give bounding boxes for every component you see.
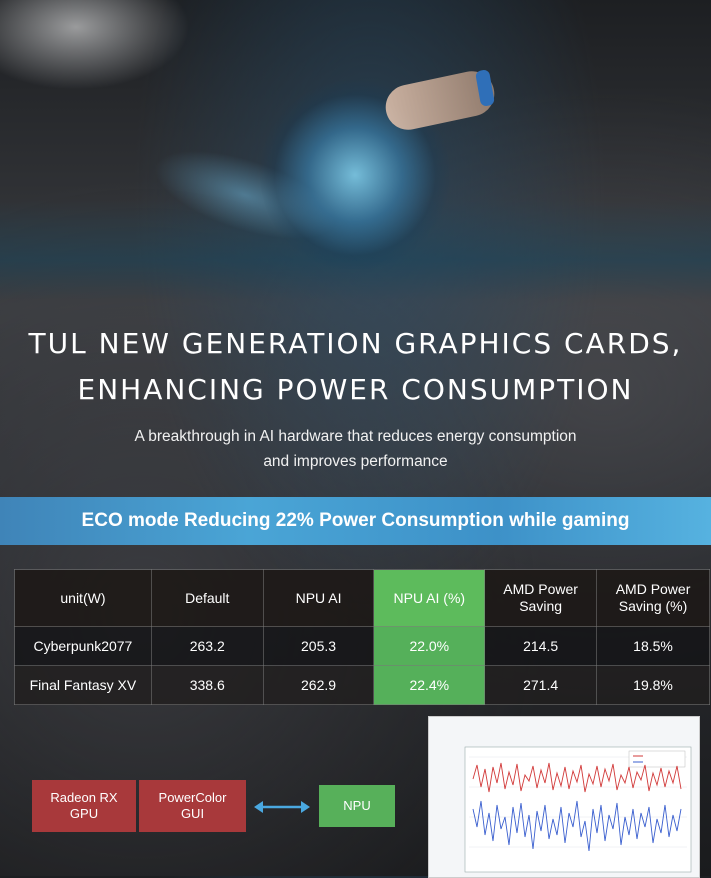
cell-npu-ai: 262.9 xyxy=(262,665,375,705)
header-amd-power-saving-percent-label: AMD Power Saving (%) xyxy=(615,581,691,614)
header-unit: unit(W) xyxy=(14,569,152,627)
subtitle-line-1: A breakthrough in AI hardware that reduc… xyxy=(134,428,577,445)
table-row: Cyberpunk2077 263.2 205.3 22.0% 214.5 18… xyxy=(14,626,710,666)
cell-npu-ai-percent: 22.4% xyxy=(373,665,486,705)
banner-text: ECO mode Reducing 22% Power Consumption … xyxy=(81,510,630,531)
cell-default: 263.2 xyxy=(150,626,264,666)
gui-label: PowerColor GUI xyxy=(158,790,227,821)
cell-amd-power-saving-percent: 19.8% xyxy=(596,665,710,705)
header-amd-power-saving: AMD Power Saving xyxy=(484,569,598,627)
header-default: Default xyxy=(150,569,264,627)
cell-game: Cyberpunk2077 xyxy=(14,626,152,666)
subtitle-line-2: and improves performance xyxy=(263,453,448,470)
cell-npu-ai-percent: 22.0% xyxy=(373,626,486,666)
power-trace-chart-image xyxy=(428,716,700,878)
headline-line-2: ENHANCING POWER CONSUMPTION xyxy=(77,373,634,406)
cell-amd-power-saving: 271.4 xyxy=(484,665,598,705)
light-glare xyxy=(0,0,190,90)
gpu-label: Radeon RX GPU xyxy=(50,790,118,821)
header-amd-power-saving-percent: AMD Power Saving (%) xyxy=(596,569,710,627)
gpu-box: Radeon RX GPU xyxy=(32,780,136,832)
cell-default: 338.6 xyxy=(150,665,264,705)
cell-game: Final Fantasy XV xyxy=(14,665,152,705)
eco-mode-banner: ECO mode Reducing 22% Power Consumption … xyxy=(0,497,711,545)
power-comparison-table: unit(W) Default NPU AI NPU AI (%) AMD Po… xyxy=(14,569,710,705)
double-arrow-icon xyxy=(254,801,310,813)
header-npu-ai-percent: NPU AI (%) xyxy=(373,569,486,627)
npu-box: NPU xyxy=(319,785,395,827)
cell-amd-power-saving: 214.5 xyxy=(484,626,598,666)
cell-npu-ai: 205.3 xyxy=(262,626,375,666)
table-header-row: unit(W) Default NPU AI NPU AI (%) AMD Po… xyxy=(14,569,710,627)
header-npu-ai: NPU AI xyxy=(262,569,375,627)
cell-amd-power-saving-percent: 18.5% xyxy=(596,626,710,666)
npu-label: NPU xyxy=(343,798,371,813)
gui-box: PowerColor GUI xyxy=(139,780,246,832)
headline-line-1: TUL NEW GENERATION GRAPHICS CARDS, xyxy=(28,327,683,360)
header-amd-power-saving-label: AMD Power Saving xyxy=(503,581,578,614)
table-row: Final Fantasy XV 338.6 262.9 22.4% 271.4… xyxy=(14,665,710,705)
